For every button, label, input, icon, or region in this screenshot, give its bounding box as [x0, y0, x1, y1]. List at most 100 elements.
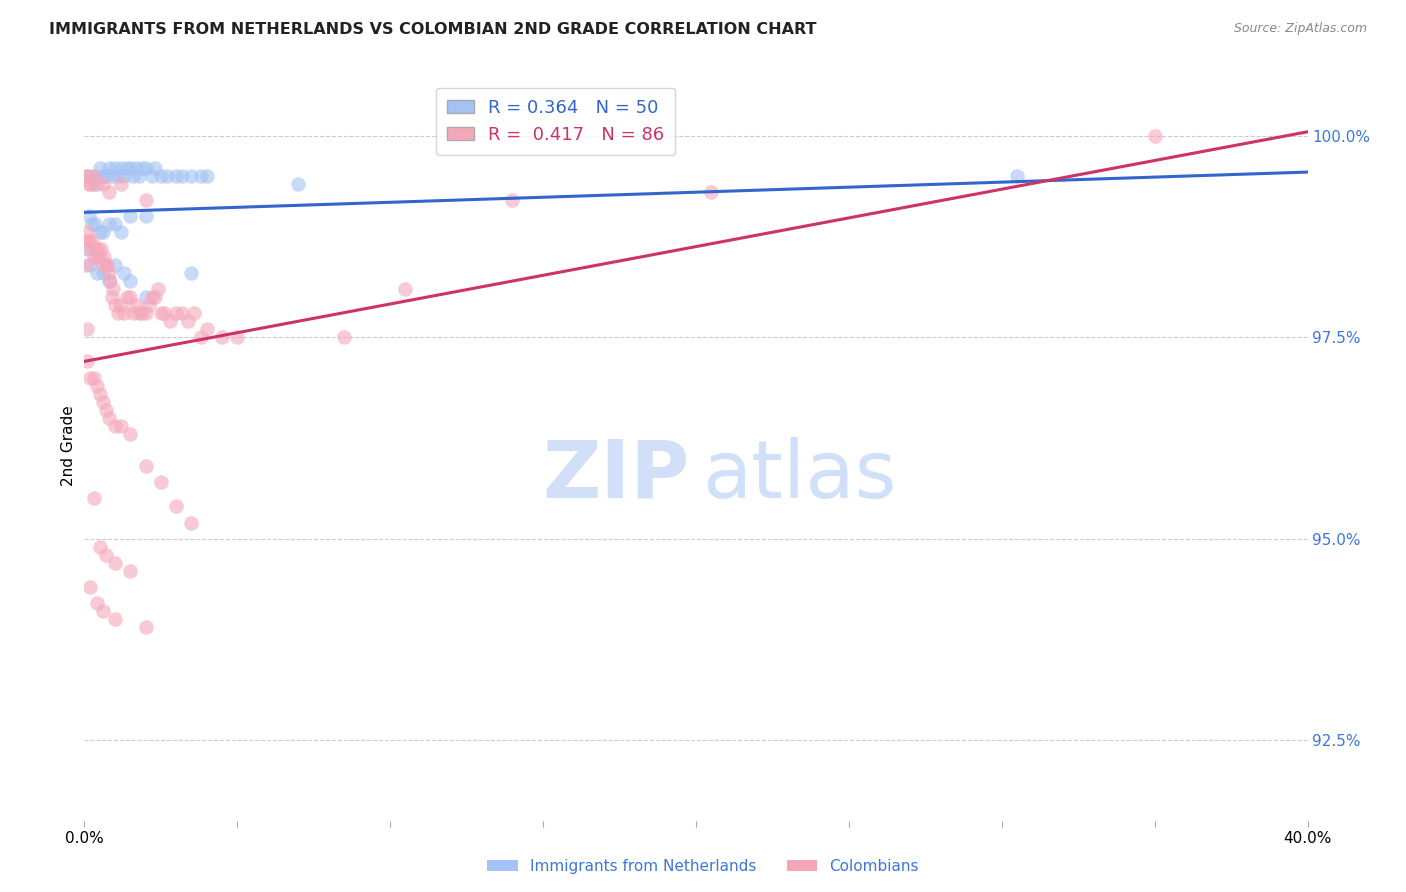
Point — [135, 620, 157, 634]
Point — [138, 298, 160, 312]
Point — [211, 330, 233, 344]
Point — [101, 169, 124, 183]
Point — [700, 185, 723, 199]
Point — [120, 564, 142, 578]
Point — [333, 330, 356, 344]
Point — [180, 516, 202, 530]
Point — [226, 330, 249, 344]
Point — [91, 226, 114, 240]
Point — [104, 161, 127, 175]
Point — [98, 274, 121, 288]
Y-axis label: 2nd Grade: 2nd Grade — [60, 406, 76, 486]
Point — [104, 298, 127, 312]
Point — [77, 234, 100, 248]
Point — [110, 298, 132, 312]
Point — [75, 169, 97, 183]
Point — [96, 258, 118, 272]
Text: Source: ZipAtlas.com: Source: ZipAtlas.com — [1233, 22, 1367, 36]
Point — [90, 242, 112, 256]
Legend: Immigrants from Netherlands, Colombians: Immigrants from Netherlands, Colombians — [481, 853, 925, 880]
Point — [80, 234, 103, 248]
Point — [104, 612, 127, 626]
Text: atlas: atlas — [702, 437, 897, 515]
Point — [89, 250, 111, 264]
Text: IMMIGRANTS FROM NETHERLANDS VS COLOMBIAN 2ND GRADE CORRELATION CHART: IMMIGRANTS FROM NETHERLANDS VS COLOMBIAN… — [49, 22, 817, 37]
Point — [91, 177, 114, 191]
Point — [86, 177, 108, 191]
Point — [107, 306, 129, 320]
Point — [502, 194, 524, 208]
Point — [94, 169, 117, 183]
Point — [120, 210, 142, 224]
Point — [172, 169, 194, 183]
Point — [112, 306, 135, 320]
Point — [86, 596, 108, 610]
Point — [135, 459, 157, 474]
Point — [89, 161, 111, 175]
Point — [153, 306, 176, 320]
Point — [135, 290, 157, 304]
Text: ZIP: ZIP — [543, 437, 690, 515]
Point — [180, 266, 202, 280]
Point — [97, 266, 120, 280]
Point — [86, 266, 108, 280]
Point — [107, 169, 129, 183]
Point — [104, 556, 127, 570]
Point — [141, 290, 163, 304]
Legend: R = 0.364   N = 50, R =  0.417   N = 86: R = 0.364 N = 50, R = 0.417 N = 86 — [436, 88, 675, 154]
Point — [91, 604, 114, 618]
Point — [143, 161, 166, 175]
Point — [159, 314, 181, 328]
Point — [89, 540, 111, 554]
Point — [115, 161, 138, 175]
Point — [75, 234, 97, 248]
Point — [146, 282, 169, 296]
Point — [91, 394, 114, 409]
Point — [190, 169, 212, 183]
Point — [120, 426, 142, 441]
Point — [79, 242, 101, 256]
Point — [1143, 128, 1166, 143]
Point — [83, 169, 105, 183]
Point — [195, 169, 218, 183]
Point — [135, 161, 157, 175]
Point — [84, 218, 107, 232]
Point — [143, 290, 166, 304]
Point — [79, 258, 101, 272]
Point — [83, 177, 105, 191]
Point — [83, 491, 105, 506]
Point — [75, 258, 97, 272]
Point — [97, 218, 120, 232]
Point — [115, 290, 138, 304]
Point — [86, 169, 108, 183]
Point — [112, 266, 135, 280]
Point — [195, 322, 218, 336]
Point — [135, 194, 157, 208]
Point — [103, 282, 125, 296]
Point — [104, 258, 127, 272]
Point — [110, 177, 132, 191]
Point — [125, 161, 148, 175]
Point — [89, 226, 111, 240]
Point — [183, 306, 205, 320]
Point — [122, 306, 145, 320]
Point — [149, 306, 172, 320]
Point — [84, 242, 107, 256]
Point — [128, 306, 150, 320]
Point — [128, 169, 150, 183]
Point — [93, 250, 115, 264]
Point — [80, 218, 103, 232]
Point — [91, 169, 114, 183]
Point — [94, 402, 117, 417]
Point — [77, 210, 100, 224]
Point — [104, 418, 127, 433]
Point — [190, 330, 212, 344]
Point — [94, 548, 117, 562]
Point — [86, 378, 108, 392]
Point — [97, 410, 120, 425]
Point — [135, 306, 157, 320]
Point — [287, 177, 309, 191]
Point — [101, 290, 124, 304]
Point — [156, 169, 179, 183]
Point — [79, 169, 101, 183]
